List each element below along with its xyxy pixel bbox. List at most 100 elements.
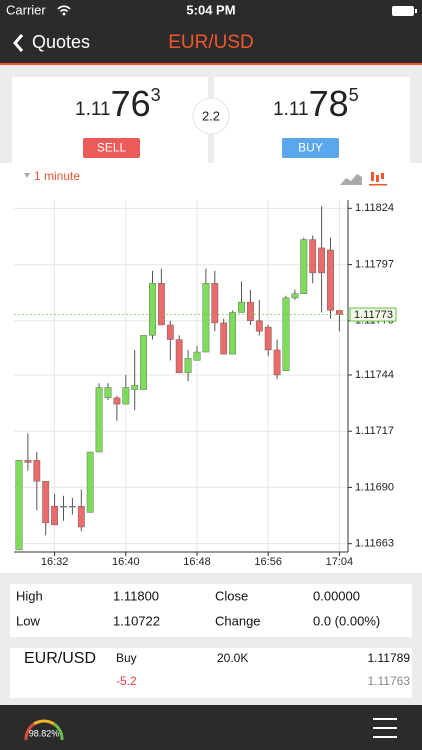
battery bbox=[392, 6, 414, 16]
gauge-red bbox=[24, 722, 35, 741]
candle-body bbox=[77, 505, 85, 528]
position-symbol: EUR/USD bbox=[24, 650, 96, 667]
menu-button[interactable] bbox=[373, 718, 397, 738]
timeframe-caret[interactable] bbox=[24, 173, 30, 178]
buy-button[interactable] bbox=[282, 138, 339, 158]
spread: 2.2 bbox=[202, 108, 220, 123]
candle-body bbox=[282, 297, 290, 371]
chart-panel bbox=[0, 163, 422, 573]
candle-body bbox=[68, 505, 76, 508]
y-tick-label: 1.11824 bbox=[355, 202, 394, 214]
x-tick-label: 17:04 bbox=[326, 556, 354, 568]
nav-title: EUR/USD bbox=[168, 32, 254, 53]
sell-price: 1.11763 bbox=[75, 83, 161, 124]
stats-cell: Change bbox=[215, 613, 261, 628]
candle-body bbox=[309, 239, 317, 274]
candle-body bbox=[113, 397, 121, 405]
menu-line[interactable] bbox=[373, 736, 397, 738]
clock: 5:04 PM bbox=[186, 2, 235, 17]
stats-cell: 0.0 (0.00%) bbox=[313, 613, 380, 628]
candle-body bbox=[336, 310, 343, 315]
candle-body bbox=[229, 312, 236, 355]
candle-body bbox=[327, 249, 334, 311]
candle-body bbox=[122, 387, 130, 405]
position-price: 1.11789 bbox=[368, 651, 411, 665]
stats-cell: Low bbox=[16, 613, 40, 628]
y-tick-label: 1.11690 bbox=[355, 481, 394, 493]
menu-line[interactable] bbox=[373, 718, 397, 720]
buy-button-label[interactable]: BUY bbox=[298, 141, 323, 155]
candle-body bbox=[95, 387, 103, 453]
timeframe[interactable]: 1 minute bbox=[34, 169, 80, 183]
candle-icon-base[interactable] bbox=[369, 184, 387, 186]
candle-body bbox=[131, 385, 139, 390]
current-price-label: 1.11773 bbox=[354, 309, 393, 321]
candle-body bbox=[86, 451, 94, 513]
gauge-yellow bbox=[33, 719, 55, 726]
position-pl: -5.2 bbox=[116, 674, 137, 688]
carrier: Carrier bbox=[6, 2, 46, 17]
x-tick-label: 16:32 bbox=[41, 556, 69, 568]
candle-body bbox=[15, 460, 23, 551]
candle-body bbox=[202, 283, 210, 353]
candle-body bbox=[264, 326, 272, 351]
stats-cell: 1.11800 bbox=[113, 588, 159, 603]
stats-cell: Close bbox=[215, 588, 248, 603]
back-chevron[interactable] bbox=[13, 34, 24, 52]
x-tick-label: 16:48 bbox=[183, 556, 211, 568]
top-bar-accent bbox=[0, 63, 422, 65]
candle-body bbox=[140, 335, 147, 390]
bottom-bar bbox=[0, 705, 422, 750]
position-current: 1.11763 bbox=[368, 674, 411, 688]
candle-body bbox=[51, 505, 59, 526]
top-bar bbox=[0, 0, 422, 64]
stats-table: High 1.11800 Close 0.00000 Low 1.10722 Change 0… bbox=[16, 588, 380, 628]
y-tick-label: 1.11797 bbox=[355, 258, 394, 270]
candle-chart-toggle[interactable] bbox=[369, 172, 387, 186]
area-chart-toggle[interactable] bbox=[340, 174, 362, 185]
candle-body bbox=[166, 324, 174, 340]
candle-body bbox=[318, 247, 325, 274]
y-tick-label: 1.11663 bbox=[355, 538, 394, 550]
margin-gauge[interactable]: 98.82% bbox=[29, 728, 60, 738]
candle-body bbox=[193, 351, 201, 361]
candle-body bbox=[238, 301, 245, 313]
candle-icon-bar[interactable] bbox=[376, 175, 379, 182]
wifi-icon bbox=[57, 5, 71, 13]
candle-body bbox=[33, 460, 41, 482]
menu-line[interactable] bbox=[373, 727, 397, 729]
back-button[interactable]: Quotes bbox=[32, 32, 90, 52]
candle-body bbox=[255, 320, 263, 332]
position-amount: 20.0K bbox=[217, 651, 248, 665]
candle-body bbox=[291, 293, 299, 299]
candle-body bbox=[211, 283, 219, 324]
position-panel[interactable] bbox=[10, 648, 412, 698]
candle-body bbox=[104, 387, 112, 399]
x-tick-label: 16:56 bbox=[254, 556, 282, 568]
candle-body bbox=[60, 505, 67, 508]
x-tick-label: 16:40 bbox=[112, 556, 140, 568]
gauge-green bbox=[53, 722, 64, 741]
y-tick-label: 1.11717 bbox=[355, 425, 394, 437]
stats-cell: 1.10722 bbox=[113, 613, 160, 628]
candle-body bbox=[175, 339, 183, 374]
stats-panel bbox=[10, 584, 412, 637]
candle-body bbox=[184, 358, 192, 374]
spread-badge bbox=[192, 97, 230, 135]
sell-button-label[interactable]: SELL bbox=[97, 141, 127, 155]
candle-icon-bar[interactable] bbox=[381, 173, 384, 179]
wifi-dot bbox=[62, 12, 66, 16]
candle-body bbox=[273, 349, 281, 376]
current-price-box bbox=[349, 307, 397, 322]
position-side: Buy bbox=[116, 651, 137, 665]
candle-body bbox=[220, 322, 228, 355]
candle-icon-bar[interactable] bbox=[371, 172, 374, 181]
stats-cell: High bbox=[16, 588, 43, 603]
candle-body bbox=[300, 239, 308, 294]
candlestick-chart: 1.118241.117971.117701.117441.117171.116… bbox=[14, 200, 397, 568]
battery-tip bbox=[415, 9, 417, 13]
candle-body bbox=[246, 301, 254, 322]
y-tick-label: 1.11744 bbox=[355, 369, 394, 381]
sell-button[interactable] bbox=[83, 138, 140, 158]
